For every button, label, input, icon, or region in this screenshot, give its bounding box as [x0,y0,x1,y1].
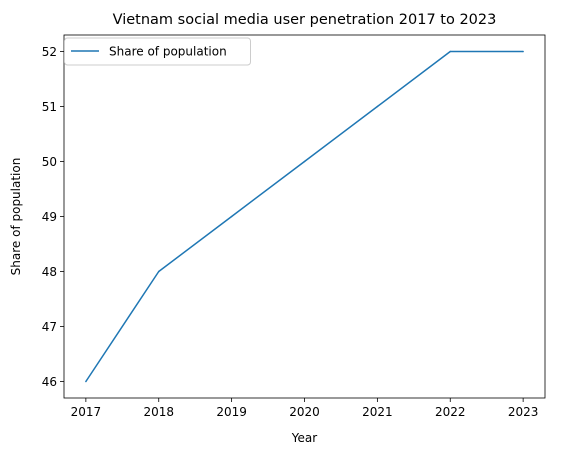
data-point [85,380,87,383]
data-point [376,105,379,108]
legend-box [64,37,251,66]
x-tick-label: 2018 [143,405,174,419]
y-tick-label: 52 [42,45,57,59]
x-tick-label: 2019 [216,405,247,419]
x-tick-label: 2021 [362,405,393,419]
y-tick-label: 49 [42,210,57,224]
y-tick-label: 51 [42,100,57,114]
data-point [230,215,233,218]
x-axis-label: Year [291,431,317,445]
x-tick-label: 2017 [71,405,102,419]
data-point [522,50,524,53]
chart-title: Vietnam social media user penetration 20… [113,12,497,28]
data-point [303,160,306,163]
legend: Share of population [64,37,251,66]
x-tick-label: 2022 [435,405,466,419]
plot-area-frame [63,34,546,399]
data-point [157,270,160,273]
x-tick-label: 2020 [289,405,320,419]
legend-label: Share of population [109,45,227,59]
y-axis-label: Share of population [9,158,23,276]
y-tick-label: 50 [42,155,57,169]
y-tick-label: 47 [42,320,57,334]
data-point [449,50,452,53]
y-tick-label: 46 [42,375,57,389]
y-tick-label: 48 [42,265,57,279]
x-tick-label: 2023 [508,405,539,419]
